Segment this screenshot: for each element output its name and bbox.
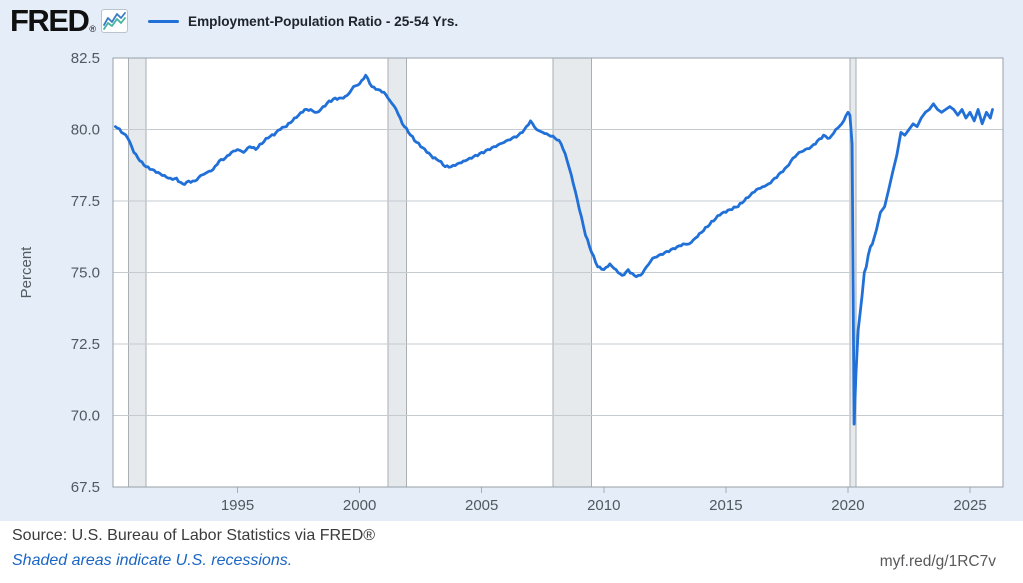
sparkline-icon (101, 8, 129, 33)
x-tick-label: 2005 (465, 497, 498, 514)
x-tick-label: 2015 (709, 497, 742, 514)
chart-area: FRED ® Employment-Population Ratio - 25-5… (0, 0, 1023, 521)
plot-border (112, 57, 1004, 488)
fred-logo-text: FRED (10, 3, 90, 38)
y-tick-label: 70.0 (71, 408, 100, 425)
x-tick-label: 2010 (587, 497, 620, 514)
x-tick-label: 2020 (831, 497, 864, 514)
series-line (114, 73, 994, 426)
source-text: Source: U.S. Bureau of Labor Statistics … (12, 527, 376, 544)
footer: Source: U.S. Bureau of Labor Statistics … (0, 521, 1023, 583)
y-tick-label: 67.5 (71, 479, 100, 496)
legend: Employment-Population Ratio - 25-54 Yrs. (148, 14, 458, 29)
x-tick-label: 2000 (343, 497, 376, 514)
x-tick-label: 1995 (221, 497, 254, 514)
y-axis-title: Percent (18, 246, 35, 299)
x-tick-label: 2025 (953, 497, 986, 514)
legend-label[interactable]: Employment-Population Ratio - 25-54 Yrs. (188, 14, 459, 29)
recession-note-link[interactable]: Shaded areas indicate U.S. recessions. (12, 552, 293, 569)
y-tick-label: 77.5 (71, 193, 100, 210)
chart-plot: 82.5 80.0 77.5 75.0 72.5 70.0 67.5 1995 2000 2005… (18, 50, 1004, 514)
y-tick-label: 80.0 (71, 122, 100, 139)
short-url-link[interactable]: myf.red/g/1RC7v (879, 553, 996, 570)
legend-line-swatch (148, 19, 179, 24)
y-tick-label: 82.5 (71, 50, 100, 67)
fred-logo[interactable]: FRED ® (10, 3, 129, 38)
y-tick-label: 75.0 (71, 265, 100, 282)
fred-logo-registered: ® (89, 24, 97, 34)
y-tick-label: 72.5 (71, 336, 100, 353)
